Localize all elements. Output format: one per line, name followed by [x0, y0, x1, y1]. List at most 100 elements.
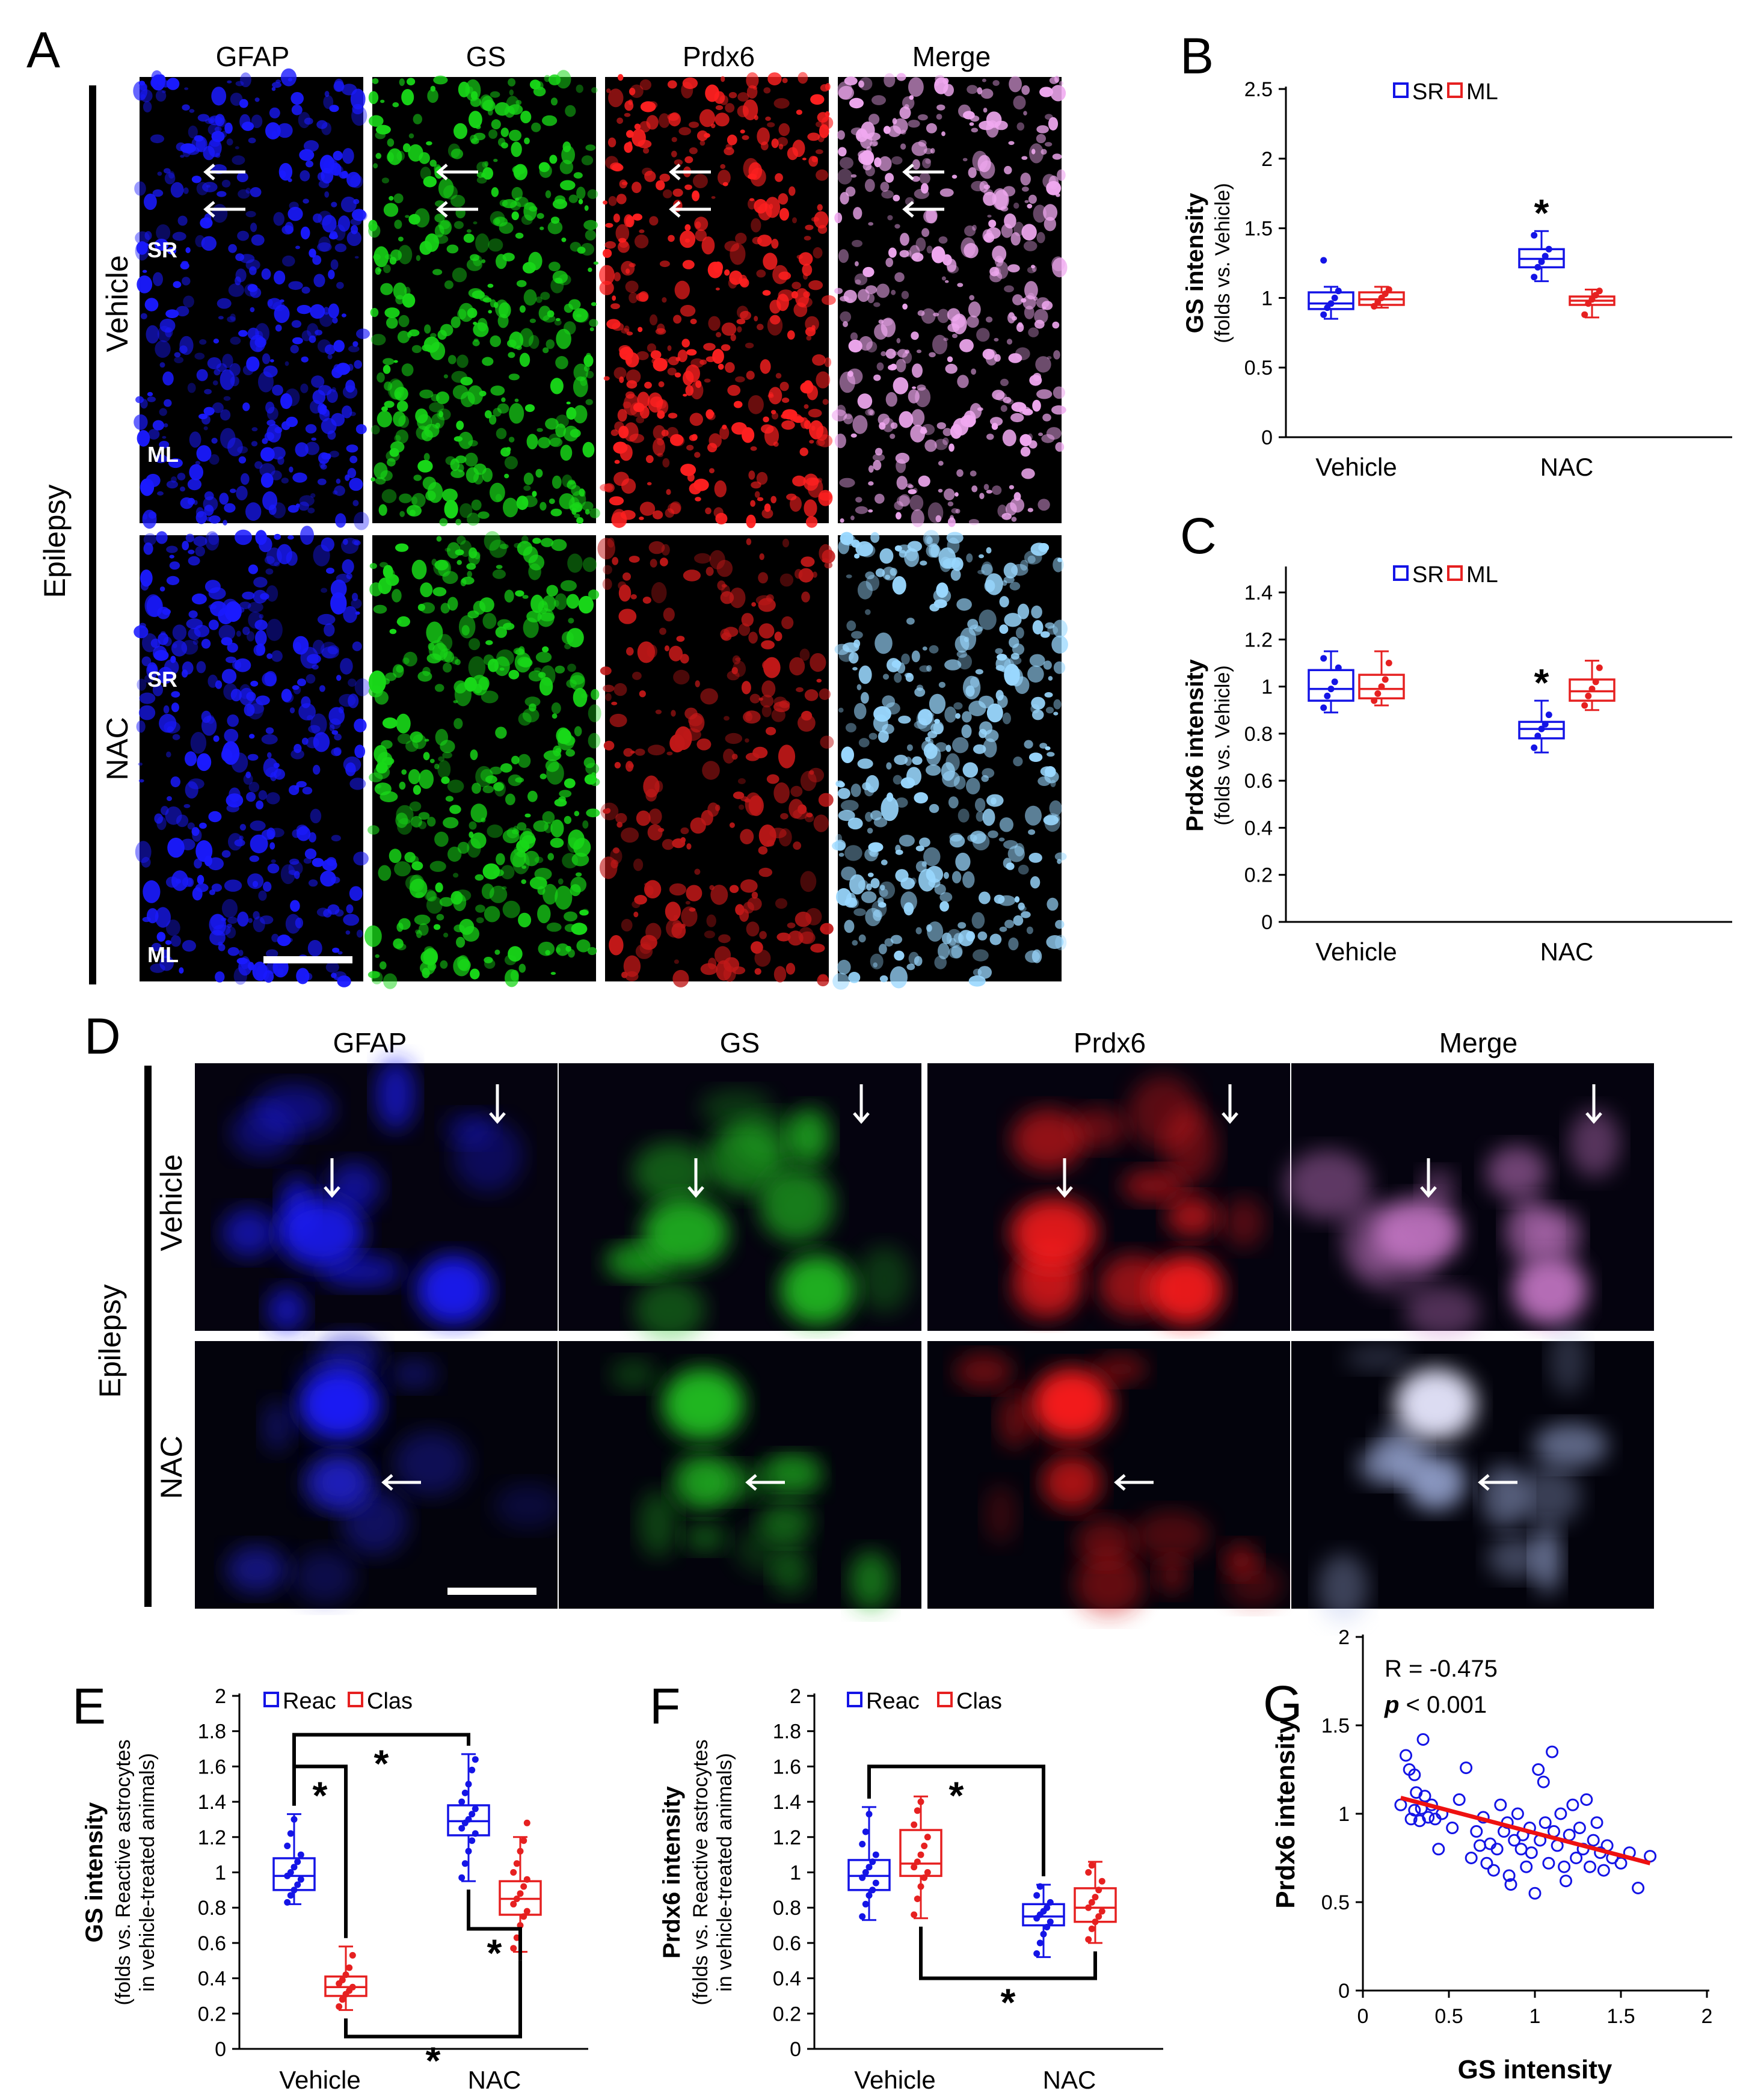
data-point: [465, 1816, 472, 1823]
cell-blob: [686, 444, 694, 451]
cell-blob: [936, 104, 945, 111]
data-point: [1644, 1850, 1657, 1863]
cell-blob: [170, 776, 180, 788]
cell-blob: [153, 272, 163, 286]
cell-blob: [739, 908, 749, 922]
cell-blob: [375, 267, 381, 275]
cell-blob: [148, 511, 157, 519]
cell-blob: [398, 245, 413, 265]
cell-blob: [750, 446, 757, 451]
cell-blob: [482, 785, 494, 793]
cell-blob: [298, 502, 309, 511]
cell-blob: [1031, 709, 1044, 720]
cell-blob: [227, 437, 243, 456]
cell-blob: [906, 618, 915, 625]
cell-blob: [1019, 434, 1032, 447]
cell-blob: [162, 90, 166, 93]
cell-blob: [288, 870, 297, 875]
y-tick-label: 1: [1261, 287, 1273, 310]
cell-blob: [998, 837, 1005, 842]
cell-blob: [619, 346, 634, 360]
cell-blob: [782, 538, 790, 548]
data-point: [469, 1766, 476, 1773]
cell-blob: [339, 693, 356, 707]
cell-blob: [741, 681, 751, 695]
cell-blob: [692, 190, 700, 201]
cell-blob: [792, 140, 805, 158]
cell-blob: [455, 518, 461, 526]
cell-blob: [650, 559, 657, 568]
cell-blob: [769, 299, 781, 314]
data-point: [1590, 1816, 1603, 1829]
cell-blob: [779, 207, 789, 221]
cell-blob: [1013, 95, 1026, 110]
cell-blob: [342, 405, 352, 419]
legend-swatch: [348, 1692, 363, 1707]
cell-blob: [986, 703, 1003, 723]
data-point: [914, 1807, 921, 1814]
cell-blob: [294, 642, 301, 651]
arrow-down-icon: [853, 1084, 870, 1124]
cell-blob: [138, 81, 146, 86]
cell-blob: [956, 469, 964, 477]
cell-blob: [189, 464, 204, 480]
cell-blob: [805, 907, 822, 926]
cell-blob: [942, 770, 960, 788]
cell-blob: [327, 904, 340, 915]
cell-blob: [1031, 265, 1035, 269]
cell-blob: [258, 790, 267, 800]
cell-blob: [270, 470, 282, 480]
legend-swatch: [937, 1692, 953, 1707]
box-iqr: [1074, 1887, 1117, 1923]
cell-blob: [307, 940, 322, 957]
cell-blob: [882, 674, 890, 680]
cell-blob: [850, 515, 855, 521]
cell-blob: [134, 625, 149, 639]
cell-blob: [482, 167, 493, 180]
cell-blob: [513, 826, 518, 832]
cell-blob: [497, 619, 512, 629]
cell-blob: [230, 336, 241, 345]
cell-blob: [875, 494, 885, 504]
cell-blob: [324, 344, 336, 355]
cell-blob: [239, 824, 247, 831]
cell-blob: [157, 491, 164, 496]
cell-blob: [328, 269, 335, 280]
cell-blob: [519, 830, 536, 849]
cell-blob: [152, 645, 167, 661]
cell-blob: [287, 206, 303, 221]
cell-blob: [542, 115, 558, 126]
cell-blob: [763, 253, 778, 270]
cell-blob: [916, 684, 923, 692]
cell-blob: [369, 582, 383, 597]
cell-blob: [524, 404, 535, 413]
panel-a-row-vehicle: Vehicle: [100, 255, 134, 352]
cell-blob: [495, 299, 509, 318]
cell-blob: [312, 858, 324, 867]
cell-blob: [695, 497, 701, 502]
cell-blob: [437, 408, 451, 420]
data-point: [1480, 1856, 1493, 1870]
cell-blob: [399, 781, 406, 790]
cell-blob: [224, 879, 242, 892]
cell-blob: [1030, 876, 1041, 889]
cell-blob: [810, 944, 825, 953]
cell-blob: [667, 502, 681, 514]
data-point: [921, 1843, 928, 1849]
cell-blob: [764, 666, 773, 672]
cell-blob: [397, 616, 410, 627]
data-point: [924, 1834, 931, 1841]
data-point: [1542, 253, 1549, 260]
cell-blob: [680, 827, 689, 835]
data-point: [346, 1964, 353, 1971]
cell-blob: [327, 1161, 381, 1212]
data-point: [287, 1892, 294, 1899]
cell-blob: [875, 568, 885, 577]
cell-blob: [242, 591, 255, 600]
cell-blob: [165, 806, 182, 825]
micrograph-cells: [832, 530, 1068, 990]
cell-blob: [429, 861, 446, 872]
cell-blob: [300, 226, 310, 240]
cell-blob: [578, 595, 594, 614]
box-reac-nac: [447, 1753, 490, 1882]
